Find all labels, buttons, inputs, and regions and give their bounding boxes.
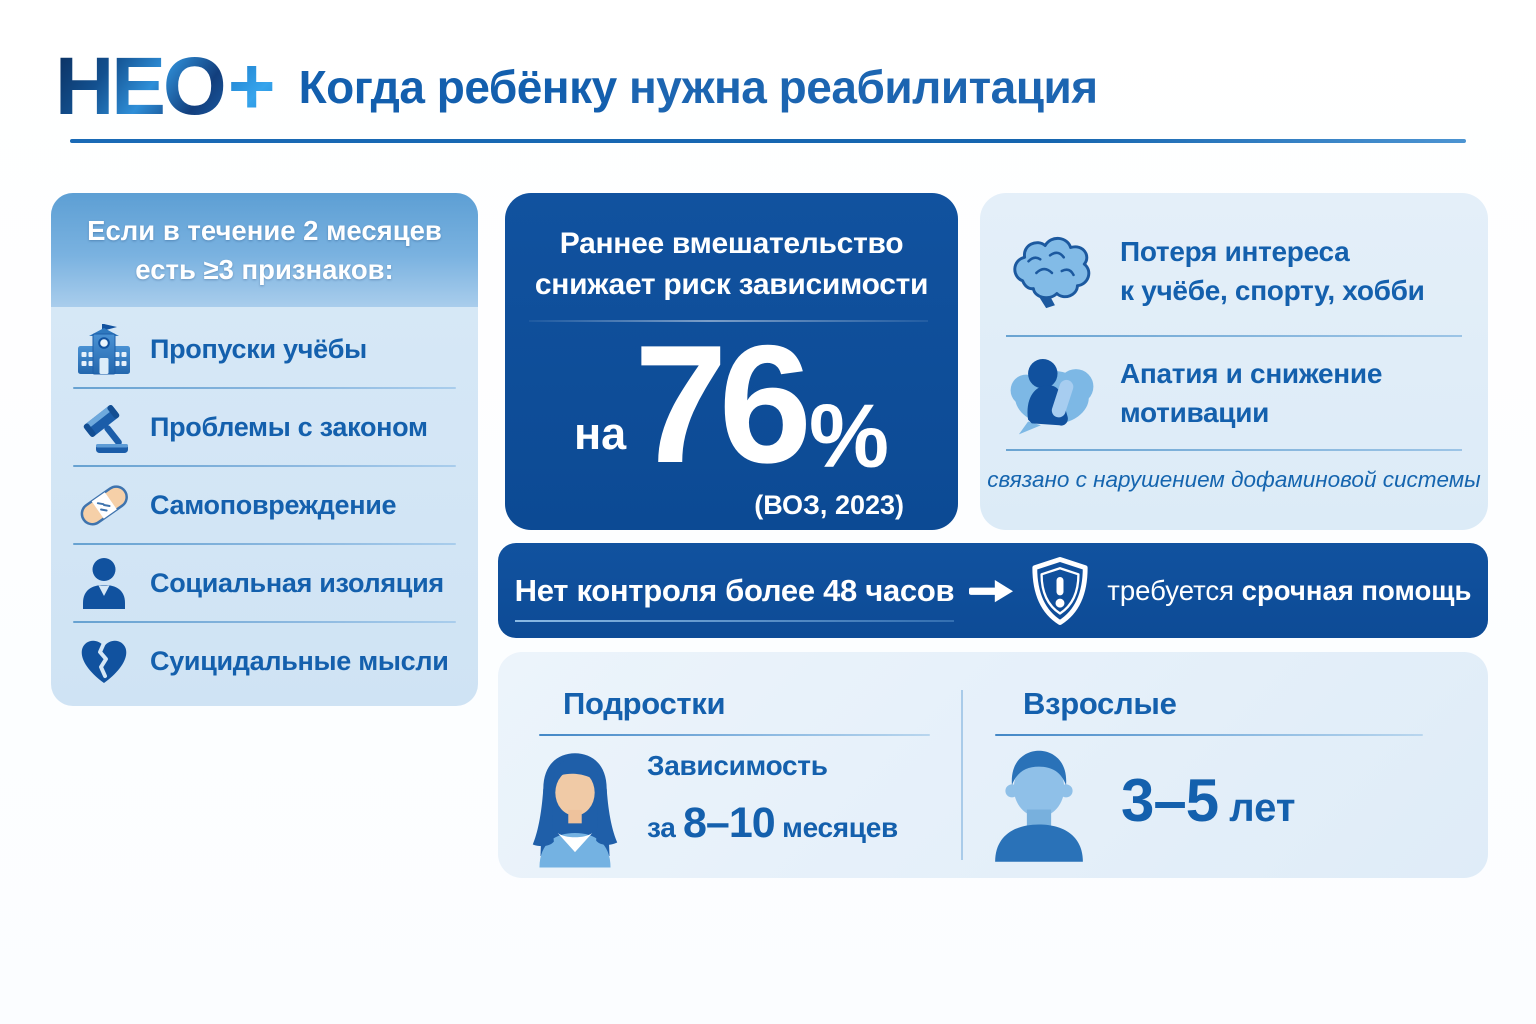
stat-percent-sign: % [809,386,890,487]
symptom-line1: Потеря интереса [1120,235,1350,267]
stat-divider [529,319,928,322]
criteria-panel: Если в течение 2 месяцев есть ≥3 признак… [51,193,478,706]
heading-underline [995,734,1423,736]
list-divider [1006,335,1462,337]
adults-column: Взрослые 3–5 лет [983,686,1433,862]
school-icon [75,322,133,376]
teens-line2: за 8–10 месяцев [647,798,898,847]
list-item: Апатия и снижение мотивации [980,337,1488,449]
criteria-item-label: Самоповреждение [150,489,397,520]
criteria-item-label: Проблемы с законом [150,411,428,442]
alert-banner: Нет контроля более 48 часов требуется ср… [498,543,1488,638]
header: НЕО + Когда ребёнку нужна реабилитация [55,46,1098,128]
stat-prefix: на [573,407,627,459]
symptom-line2: мотивации [1120,397,1270,428]
person-icon [75,556,133,610]
alert-action: требуется срочная помощь [1107,574,1472,606]
list-item: Суицидальные мысли [51,623,478,699]
stat-title-line1: Раннее вмешательство [559,227,904,260]
adults-text: 3–5 лет [1121,766,1296,834]
heading-underline [539,734,930,736]
timeline-panel: Подростки Зависимость [498,652,1488,878]
symptoms-note: связано с нарушением дофаминовой системы [987,467,1481,492]
list-item: Потеря интереса к учёбе, спорту, хобби [980,207,1488,335]
criteria-heading-line1: Если в течение 2 месяцев [87,214,442,246]
stat-title: Раннее вмешательство снижает риск зависи… [505,193,958,306]
criteria-item-label: Социальная изоляция [150,567,444,598]
logo-text: НЕО [55,41,227,132]
arrow-right-icon [969,578,1014,604]
stat-value: 76 [634,309,812,498]
criteria-heading: Если в течение 2 месяцев есть ≥3 признак… [51,193,478,307]
criteria-list: Пропуски учёбы [51,307,478,699]
list-divider [73,387,456,389]
list-divider [73,543,456,545]
stat-title-line2: снижает риск зависимости [534,268,929,302]
shield-alert-icon [1028,556,1092,626]
gavel-icon [75,400,133,454]
symptom-text: Потеря интереса к учёбе, спорту, хобби [1120,232,1425,310]
teen-girl-avatar [527,748,623,868]
page-title: Когда ребёнку нужна реабилитация [298,60,1099,113]
list-item: Самоповреждение [51,467,478,543]
list-divider [73,621,456,623]
column-divider [961,690,963,860]
symptom-line2: к учёбе, спорту, хобби [1120,275,1425,306]
stat-panel: Раннее вмешательство снижает риск зависи… [505,193,958,530]
criteria-item-label: Пропуски учёбы [150,333,367,364]
header-divider [70,139,1466,143]
bandage-icon [75,478,133,532]
list-divider [1006,449,1462,451]
teens-row: Зависимость за 8–10 месяцев [527,744,947,868]
list-divider [73,465,456,467]
teens-text: Зависимость за 8–10 месяцев [647,744,898,868]
symptom-line1: Апатия и снижение [1120,357,1383,389]
adults-row: 3–5 лет [983,744,1433,862]
criteria-item-label: Суицидальные мысли [150,645,449,676]
list-item: Проблемы с законом [51,389,478,465]
teens-line1: Зависимость [647,750,828,781]
stat-source: (ВОЗ, 2023) [754,489,904,520]
teens-column: Подростки Зависимость [527,686,947,868]
stat-figure: на 76 % [505,309,958,498]
teens-duration-value: 8–10 [683,798,776,847]
adults-duration-value: 3–5 [1121,766,1219,834]
broken-heart-icon [75,636,133,686]
brand-logo: НЕО + [55,41,276,132]
symptom-text: Апатия и снижение мотивации [1120,354,1382,432]
adults-heading: Взрослые [1023,686,1177,721]
criteria-heading-line2: есть ≥3 признаков: [135,254,394,285]
apathy-icon [1006,348,1098,438]
adult-avatar [983,744,1095,862]
brain-icon [1006,229,1098,313]
alert-condition: Нет контроля более 48 часов [514,572,955,622]
teens-heading: Подростки [563,686,726,721]
list-item: Социальная изоляция [51,545,478,621]
list-item: Пропуски учёбы [51,311,478,387]
logo-plus-icon: + [227,41,276,132]
symptoms-panel: Потеря интереса к учёбе, спорту, хобби А… [980,193,1488,530]
